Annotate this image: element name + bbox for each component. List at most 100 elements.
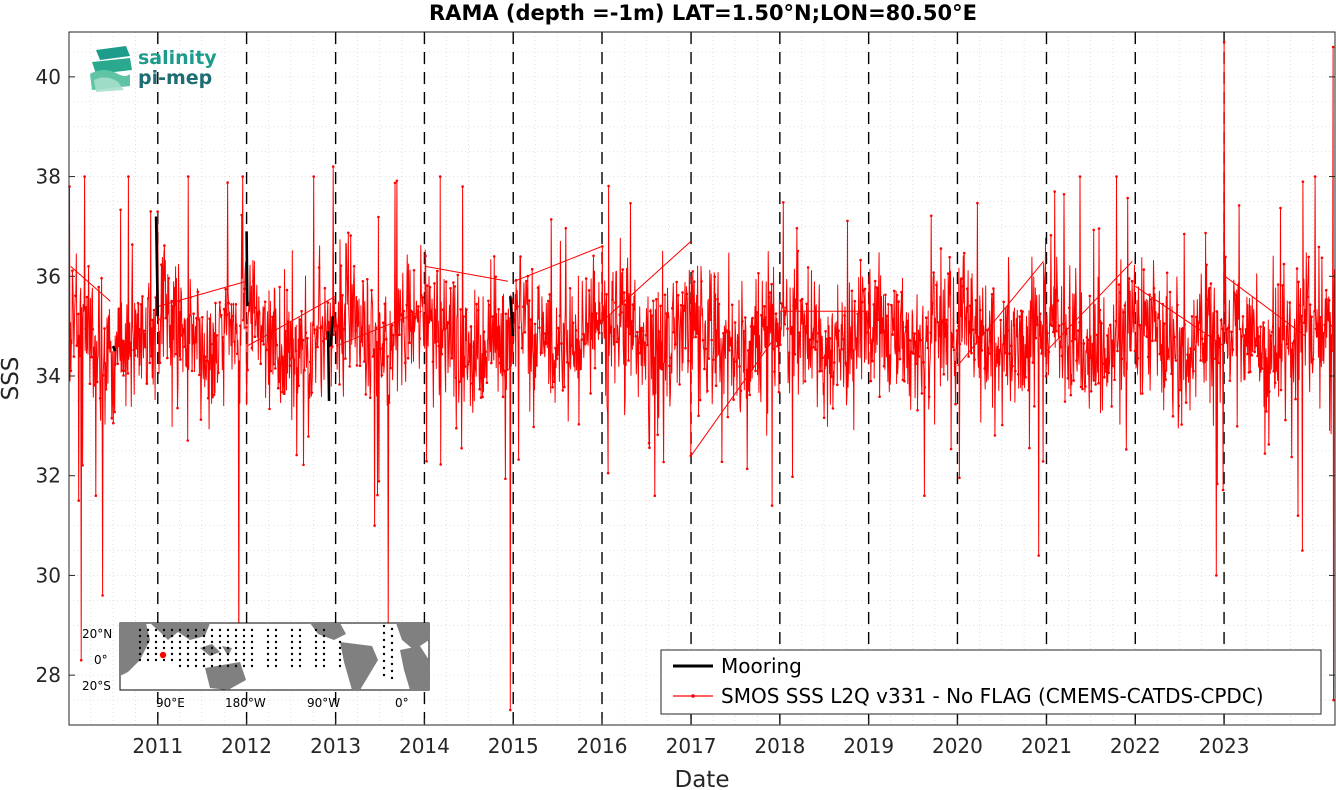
mooring-array-dot	[298, 634, 302, 638]
smos-series-marker	[992, 287, 995, 290]
smos-series-marker	[1079, 385, 1083, 389]
smos-series-marker	[1332, 698, 1335, 702]
smos-series-marker	[309, 360, 312, 364]
smos-series-marker	[1034, 336, 1038, 340]
smos-series-marker	[463, 365, 467, 368]
smos-series-marker	[695, 332, 699, 335]
smos-series-marker	[468, 360, 471, 364]
smos-series-marker	[371, 355, 375, 358]
smos-series-marker	[1262, 321, 1265, 324]
mooring-array-dot	[290, 664, 294, 668]
smos-series-marker	[436, 269, 439, 273]
x-axis-label: Date	[675, 767, 730, 790]
mooring-array-dot	[274, 634, 278, 638]
x-tick-label: 2022	[1110, 734, 1161, 758]
smos-series-marker	[1281, 284, 1284, 287]
smos-series-marker	[383, 302, 387, 306]
smos-series-marker	[523, 331, 527, 334]
mooring-array-dot	[266, 652, 270, 656]
smos-series-marker	[75, 344, 79, 347]
mooring-series-segment	[154, 216, 160, 317]
smos-series-marker	[1228, 379, 1232, 383]
smos-series-marker	[1212, 321, 1216, 325]
mooring-array-dot	[390, 634, 394, 638]
smos-series-marker	[1097, 227, 1101, 230]
smos-series-marker	[758, 352, 762, 355]
smos-series-marker	[1076, 329, 1080, 332]
smos-series-marker	[389, 366, 392, 370]
smos-series-marker	[690, 277, 693, 280]
smos-series-marker	[1065, 332, 1068, 336]
smos-series-marker	[1114, 319, 1118, 323]
smos-series-marker	[694, 335, 697, 339]
smos-series-marker	[911, 352, 915, 355]
smos-series-marker	[491, 315, 495, 318]
smos-series-marker	[1183, 323, 1186, 326]
smos-series-marker	[652, 299, 655, 303]
smos-series-marker	[595, 312, 598, 315]
smos-series-marker	[1243, 334, 1246, 337]
smos-gap-segment	[246, 295, 336, 347]
smos-series-marker	[116, 362, 119, 366]
smos-series-marker	[170, 299, 173, 303]
mooring-array-dot	[178, 646, 182, 650]
smos-series-marker	[84, 327, 87, 330]
smos-series-marker	[1298, 304, 1302, 307]
smos-series-marker	[603, 321, 607, 325]
smos-series-marker	[1215, 310, 1219, 313]
smos-series-marker	[313, 328, 317, 331]
x-tick-label: 2016	[577, 734, 628, 758]
smos-series-marker	[1181, 326, 1185, 330]
smos-series-marker	[355, 364, 359, 367]
smos-series-marker	[225, 313, 229, 316]
smos-series-marker	[285, 288, 289, 292]
smos-series-marker	[984, 357, 988, 360]
mooring-array-dot	[242, 628, 246, 632]
smos-series-marker	[746, 349, 750, 352]
smos-series-marker	[1240, 335, 1243, 338]
smos-series-marker	[871, 359, 874, 363]
smos-series-marker	[425, 284, 429, 288]
smos-series-marker	[120, 369, 124, 372]
smos-series-marker	[274, 367, 277, 370]
smos-series-marker	[1308, 303, 1312, 307]
smos-series-marker	[1116, 349, 1119, 353]
smos-series-marker	[1254, 344, 1258, 347]
smos-series-marker	[1106, 334, 1109, 337]
mooring-array-dot	[202, 646, 206, 650]
inset-lon-label-0: 0°	[395, 696, 409, 710]
mooring-array-dot	[194, 658, 198, 662]
smos-series-marker	[1234, 293, 1237, 297]
smos-series-marker	[488, 303, 492, 307]
smos-series-marker	[730, 303, 734, 307]
smos-series-marker	[1179, 388, 1182, 392]
smos-series-marker	[1206, 298, 1210, 301]
smos-series-marker	[297, 384, 301, 388]
smos-series-marker	[1062, 322, 1065, 326]
smos-series-marker	[525, 279, 528, 283]
smos-series-marker	[398, 333, 401, 337]
mooring-array-dot	[234, 664, 238, 668]
smos-series-marker	[688, 297, 692, 300]
smos-series-marker	[1320, 256, 1324, 260]
smos-series-marker	[711, 358, 715, 362]
smos-series-marker	[739, 389, 743, 393]
smos-series-marker	[653, 494, 657, 498]
smos-series-marker	[1288, 301, 1292, 304]
smos-series-marker	[530, 267, 534, 271]
smos-series-marker	[304, 331, 308, 335]
smos-series-marker	[1027, 388, 1030, 392]
mooring-array-dot	[338, 646, 342, 650]
smos-series-marker	[104, 387, 108, 391]
smos-series-marker	[349, 309, 353, 312]
smos-series-marker	[713, 275, 716, 279]
smos-series-marker	[949, 447, 953, 451]
smos-series-marker	[935, 283, 938, 287]
smos-series-marker	[386, 355, 390, 358]
smos-series-marker	[592, 254, 595, 258]
smos-series-marker	[1221, 488, 1225, 492]
smos-series-marker	[640, 326, 643, 330]
smos-series-marker	[1313, 175, 1317, 178]
smos-series-marker	[209, 342, 213, 346]
smos-series-marker	[316, 345, 319, 349]
